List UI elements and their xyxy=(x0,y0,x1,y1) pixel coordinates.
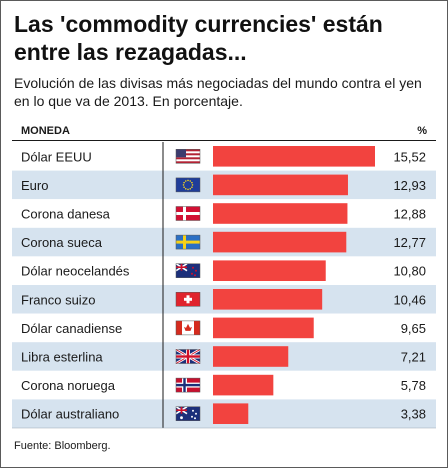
bar xyxy=(213,260,326,281)
bar xyxy=(213,317,314,339)
value-label: 12,77 xyxy=(393,235,426,250)
bar xyxy=(213,289,323,310)
category-label: Corona danesa xyxy=(21,207,111,222)
bar xyxy=(213,203,348,224)
value-label: 10,80 xyxy=(393,264,426,279)
flag-switzerland-icon xyxy=(175,292,201,307)
table-row: Euro 12,93 xyxy=(12,170,436,200)
table-row: Corona danesa 12,88 xyxy=(12,199,436,228)
category-label: Dólar canadiense xyxy=(21,321,122,336)
category-label: Libra esterlina xyxy=(21,350,103,365)
header-percent: % xyxy=(417,125,427,137)
table-row: Franco suizo 10,46 xyxy=(12,285,436,314)
value-label: 15,52 xyxy=(393,149,426,164)
source-note: Fuente: Bloomberg. xyxy=(14,440,111,452)
flag-australia-icon xyxy=(175,406,201,421)
table-row: Dólar EEUU 15,52 xyxy=(12,142,436,171)
bar xyxy=(213,374,274,396)
table-row: Corona noruega 5,78 xyxy=(12,370,436,400)
bar xyxy=(213,346,289,367)
category-label: Dólar EEUU xyxy=(21,149,92,164)
category-label: Dólar neocelandés xyxy=(21,264,130,279)
header-moneda: MONEDA xyxy=(21,125,70,137)
table-header: MONEDA % xyxy=(12,122,436,141)
category-label: Dólar australiano xyxy=(21,407,119,422)
bar xyxy=(213,403,249,424)
table-row: Corona sueca 12,77 xyxy=(12,227,436,257)
flag-denmark-icon xyxy=(175,206,201,221)
value-label: 12,88 xyxy=(393,207,426,222)
bar xyxy=(213,146,375,167)
value-label: 5,78 xyxy=(401,378,426,393)
flag-eu-icon xyxy=(175,177,201,193)
bar xyxy=(213,174,348,196)
bar xyxy=(213,231,347,253)
chart-subtitle: Evolución de las divisas más negociadas … xyxy=(14,75,422,109)
value-label: 9,65 xyxy=(401,321,426,336)
category-label: Franco suizo xyxy=(21,292,95,307)
category-label: Corona sueca xyxy=(21,235,103,250)
table-row: Libra esterlina 7,21 xyxy=(12,342,436,371)
table-row: Dólar australiano 3,38 xyxy=(12,399,436,428)
flag-newzealand-icon xyxy=(175,263,201,278)
flag-sweden-icon xyxy=(175,234,201,250)
value-label: 12,93 xyxy=(393,178,426,193)
table-row: Dólar neocelandés 10,80 xyxy=(12,256,436,285)
flag-uk-icon xyxy=(175,348,201,365)
flag-canada-icon xyxy=(175,320,201,336)
flag-usa-icon xyxy=(175,149,201,164)
category-label: Corona noruega xyxy=(21,378,116,393)
table-row: Dólar canadiense 9,65 xyxy=(12,313,436,343)
value-label: 10,46 xyxy=(393,292,426,307)
value-label: 7,21 xyxy=(401,350,426,365)
chart-title: Las 'commodity currencies' están entre l… xyxy=(14,11,383,65)
value-label: 3,38 xyxy=(401,407,426,422)
flag-norway-icon xyxy=(175,377,201,393)
category-label: Euro xyxy=(21,178,48,193)
